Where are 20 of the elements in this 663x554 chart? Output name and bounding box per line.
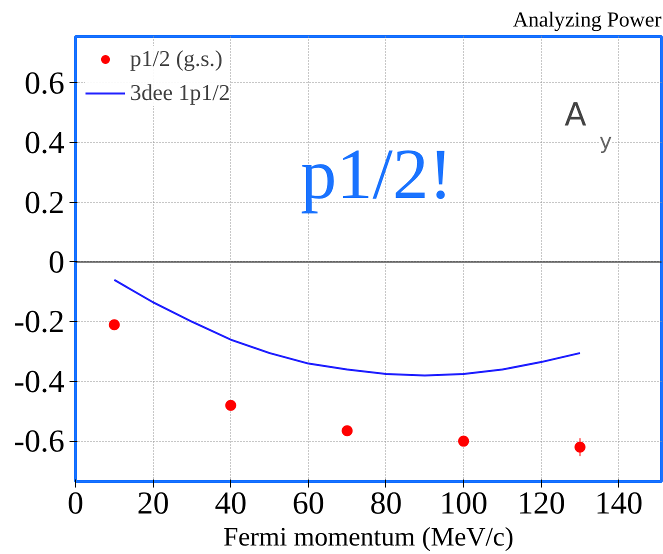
x-tick-label: 140 <box>594 484 643 520</box>
chart-title: Analyzing Power <box>512 8 662 32</box>
legend-label: 3dee 1p1/2 <box>130 80 230 106</box>
y-tick-label: -0.6 <box>14 422 64 459</box>
y-tick-label: 0.6 <box>24 64 64 100</box>
y-tick-label: -0.2 <box>14 303 64 340</box>
x-tick-label: 40 <box>214 484 247 520</box>
x-tick-label: 120 <box>517 484 566 520</box>
x-tick-label: 60 <box>292 484 324 520</box>
legend-label: p1/2 (g.s.) <box>130 46 223 72</box>
y-tick-label: 0.2 <box>24 184 64 220</box>
x-tick-label: 100 <box>440 484 488 520</box>
y-tick-label: -0.4 <box>14 362 64 399</box>
annotation: p1/2! <box>300 134 453 214</box>
x-tick-label: 20 <box>137 484 170 520</box>
x-axis-title: Fermi momentum (MeV/c) <box>223 522 514 552</box>
y-tick-label: 0.4 <box>24 124 64 160</box>
x-tick-label: 80 <box>370 484 402 520</box>
annotation: Ay <box>564 96 612 154</box>
y-tick-label: 0 <box>48 243 64 280</box>
